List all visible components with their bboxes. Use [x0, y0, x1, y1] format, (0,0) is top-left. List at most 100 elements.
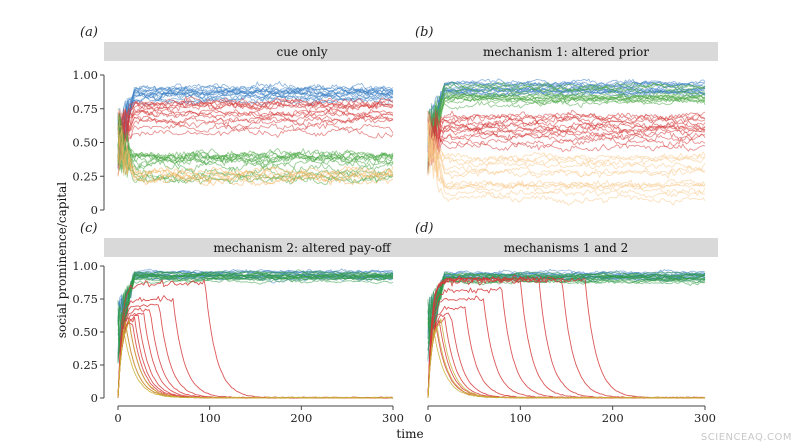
- series-line: [117, 150, 394, 185]
- series-line: [427, 277, 706, 329]
- x-axis-title: time: [396, 427, 423, 441]
- series-line: [117, 124, 394, 165]
- y-tick-label: 0.75: [72, 292, 98, 306]
- chart-panel: mechanisms 1 and 2 (d) 0 100 200 300: [414, 221, 718, 425]
- series-line: [117, 275, 394, 356]
- series-line: [117, 271, 394, 359]
- y-tick-label: 0.50: [72, 325, 98, 339]
- series-line: [427, 133, 706, 177]
- series-line: [427, 321, 705, 399]
- panel-title: mechanism 2: altered pay-off: [213, 241, 392, 255]
- series-line: [427, 121, 706, 180]
- series-line: [117, 139, 394, 186]
- series-line: [427, 112, 706, 145]
- series-group: [117, 108, 394, 187]
- panel-title-strip: [104, 238, 500, 257]
- series-line: [117, 273, 394, 363]
- series-line: [427, 135, 706, 206]
- series-line: [117, 109, 394, 146]
- panel-title-strip: [414, 42, 718, 61]
- series-line: [117, 112, 394, 161]
- series-line: [117, 116, 394, 166]
- chart-panel: mechanism 1: altered prior (b): [414, 25, 718, 206]
- y-tick-label: 0.75: [72, 102, 98, 116]
- series-line: [117, 279, 394, 399]
- series-line: [117, 303, 394, 399]
- series-line: [117, 88, 394, 145]
- series-line: [427, 84, 706, 161]
- series-line: [117, 129, 394, 172]
- panel-letter: (a): [80, 25, 98, 40]
- series-line: [117, 319, 394, 399]
- chart-panel: mechanism 2: altered pay-off (c) 0 0.25 0.50…: [72, 221, 500, 425]
- series-line: [117, 86, 394, 149]
- series-line: [117, 273, 394, 360]
- series-line: [427, 319, 706, 399]
- series-line: [427, 275, 706, 340]
- series-line: [427, 275, 706, 340]
- series-line: [427, 110, 706, 159]
- series-line: [427, 278, 706, 334]
- series-group: [427, 113, 706, 206]
- series-line: [427, 125, 706, 170]
- series-line: [427, 272, 706, 335]
- series-line: [427, 137, 706, 199]
- series-line: [427, 122, 706, 190]
- series-line: [427, 278, 706, 344]
- series-line: [427, 109, 706, 154]
- x-tick-label: 0: [424, 411, 431, 425]
- series-line: [427, 268, 706, 344]
- y-tick-label: 0.25: [72, 358, 98, 372]
- series-line: [427, 312, 706, 399]
- series-group: [117, 81, 394, 170]
- series-line: [117, 115, 394, 170]
- series-line: [117, 126, 394, 159]
- series-group: [427, 109, 706, 175]
- panel-title-strip: [104, 42, 500, 61]
- series-line: [427, 113, 706, 167]
- series-line: [117, 96, 394, 145]
- series-line: [427, 95, 706, 160]
- series-line: [427, 82, 706, 157]
- series-line: [117, 92, 394, 170]
- series-line: [427, 123, 706, 166]
- series-group: [427, 318, 706, 399]
- y-tick-label: 0.25: [72, 169, 98, 183]
- y-tick-label: 0: [91, 203, 98, 217]
- series-line: [427, 138, 706, 166]
- series-line: [117, 107, 394, 157]
- series-line: [117, 314, 394, 399]
- x-tick-label: 300: [382, 411, 404, 425]
- series-line: [427, 131, 706, 166]
- y-tick-label: 1.00: [72, 259, 98, 273]
- series-line: [427, 278, 706, 343]
- series-line: [117, 275, 394, 358]
- series-line: [117, 269, 394, 352]
- series-line: [427, 136, 706, 160]
- series-group: [117, 279, 394, 399]
- series-line: [117, 276, 393, 336]
- panel-title: mechanism 1: altered prior: [483, 45, 649, 59]
- series-line: [117, 124, 394, 179]
- series-line: [117, 274, 394, 353]
- series-line: [427, 94, 706, 171]
- series-line: [117, 272, 394, 363]
- series-line: [117, 81, 394, 148]
- series-group: [117, 319, 394, 399]
- series-line: [427, 125, 706, 190]
- series-line: [427, 130, 706, 173]
- y-axis-title: social prominence/capital: [55, 182, 69, 338]
- panel-title: cue only: [277, 45, 328, 59]
- series-line: [427, 133, 706, 163]
- series-line: [117, 108, 394, 176]
- panel-title: mechanisms 1 and 2: [504, 241, 629, 255]
- panel-title-strip: [414, 238, 718, 257]
- series-line: [117, 274, 394, 364]
- x-tick-label: 0: [114, 411, 121, 425]
- series-line: [117, 295, 394, 399]
- panel-letter: (d): [415, 221, 433, 236]
- series-line: [117, 102, 394, 140]
- series-line: [427, 117, 706, 153]
- chart-panel: cue only (a) 0 0.25 0.50 0.75 1.00: [72, 25, 500, 217]
